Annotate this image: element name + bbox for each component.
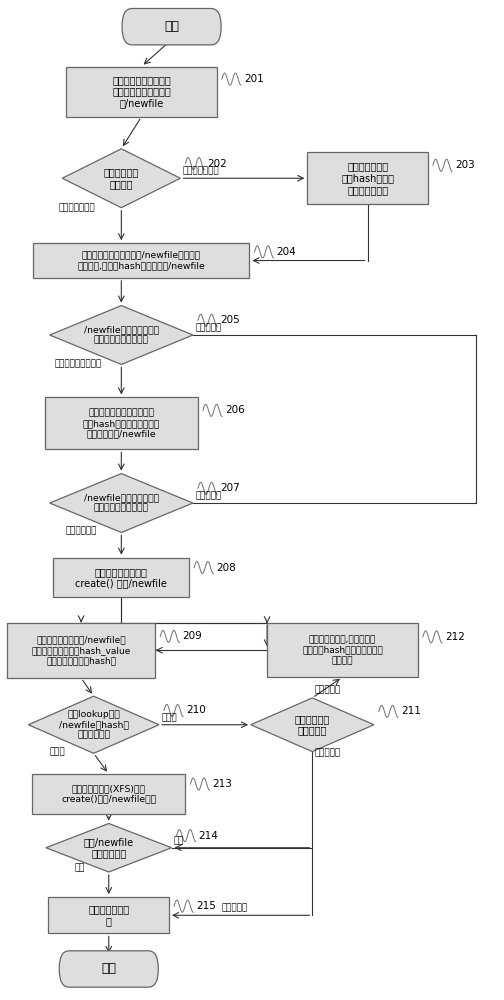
Text: 开始: 开始 [164,20,179,33]
Text: 无健康的卷: 无健康的卷 [314,749,341,758]
Text: 文件已存在: 文件已存在 [195,491,221,500]
Bar [48,897,169,933]
Text: 有健康的卷: 有健康的卷 [314,685,341,694]
FancyBboxPatch shape [122,8,221,45]
Text: 214: 214 [199,831,219,841]
Text: 将结果返回给用
户: 将结果返回给用 户 [88,904,130,926]
Polygon shape [62,149,180,208]
Text: 201: 201 [244,74,264,84]
Text: 213: 213 [213,779,232,789]
Bar [66,67,217,117]
Text: 215: 215 [196,901,216,911]
Text: 不存在或异常: 不存在或异常 [66,526,98,535]
Bar [33,243,249,278]
Text: 向底层文件系统(XFS)下发
create()创建/newfile文件: 向底层文件系统(XFS)下发 create()创建/newfile文件 [61,784,156,804]
Text: 无异常: 无异常 [50,747,66,756]
Text: /newfile是否存在或结果
是为网络断开等异常？: /newfile是否存在或结果 是为网络断开等异常？ [84,493,159,513]
Text: 206: 206 [225,405,245,415]
Bar [267,623,418,677]
Text: 无异常恢复的卷: 无异常恢复的卷 [58,203,95,212]
Text: 结束: 结束 [101,962,116,975]
Text: 失败: 失败 [173,836,184,845]
Text: /newfile是否存在或结果
是为网络断开等异常？: /newfile是否存在或结果 是为网络断开等异常？ [84,325,159,345]
Text: 204: 204 [277,247,296,257]
Text: 不存在或者返回异常: 不存在或者返回异常 [55,359,102,368]
Text: 删除有异常的卷,重新哈希散
列完整的hash区间到所有健康
的卷上面: 删除有异常的卷,重新哈希散 列完整的hash区间到所有健康 的卷上面 [302,635,383,665]
Text: 根据lookup结果
/newfile的hash卷
是否存在异常: 根据lookup结果 /newfile的hash卷 是否存在异常 [59,710,129,740]
Text: 用户要在分布式集群文
件系统中创建一个新文
件/newfile: 用户要在分布式集群文 件系统中创建一个新文 件/newfile [112,75,171,108]
Text: 有异常恢复的卷: 有异常恢复的卷 [182,167,219,176]
Text: 209: 209 [182,631,202,641]
Polygon shape [28,696,159,753]
Text: 判断是否还有
健康的卷？: 判断是否还有 健康的卷？ [295,714,330,736]
Text: 203: 203 [455,160,475,170]
Text: 202: 202 [208,159,227,169]
Text: 创建/newfile
文件是否成功: 创建/newfile 文件是否成功 [84,837,134,859]
Text: 文件已存在: 文件已存在 [195,323,221,332]
Text: 分布式集群文件系统根据/newfile文件名得
到哈希值,并选择hash卷向其查找/newfile: 分布式集群文件系统根据/newfile文件名得 到哈希值,并选择hash卷向其查… [78,251,205,270]
Text: 分布式集群文件系统向集群
内除hash卷之外所有的存储
结点下发查找/newfile: 分布式集群文件系统向集群 内除hash卷之外所有的存储 结点下发查找/newfi… [83,408,160,438]
Text: 208: 208 [216,563,236,573]
Text: 210: 210 [186,705,206,715]
Text: 哈希算法根据文件名/newfile计
算出该文件的哈希值hash_value
并根据该值选择出hash卷: 哈希算法根据文件名/newfile计 算出该文件的哈希值hash_value 并… [31,635,131,665]
Text: 成功: 成功 [75,863,86,872]
Bar [45,397,198,449]
Polygon shape [251,698,374,752]
Text: 重新哈希散列完
全的hash区间到
所有健康的卷上: 重新哈希散列完 全的hash区间到 所有健康的卷上 [341,162,394,195]
Text: 是否有异常的
卷恢复？: 是否有异常的 卷恢复？ [104,167,139,189]
Bar [7,623,155,678]
Bar [32,774,185,814]
Bar [307,152,428,204]
Text: 205: 205 [220,315,240,325]
Text: 211: 211 [401,706,421,716]
Text: 无健康的卷: 无健康的卷 [222,904,248,913]
Bar [53,558,189,597]
FancyBboxPatch shape [59,951,158,987]
Polygon shape [46,823,171,872]
Polygon shape [50,306,193,364]
Text: 207: 207 [220,483,240,493]
Text: 向集群文件系统下发
create() 创建/newfile: 向集群文件系统下发 create() 创建/newfile [76,567,167,588]
Polygon shape [50,474,193,532]
Text: 212: 212 [445,632,465,642]
Text: 有异常: 有异常 [161,713,177,722]
